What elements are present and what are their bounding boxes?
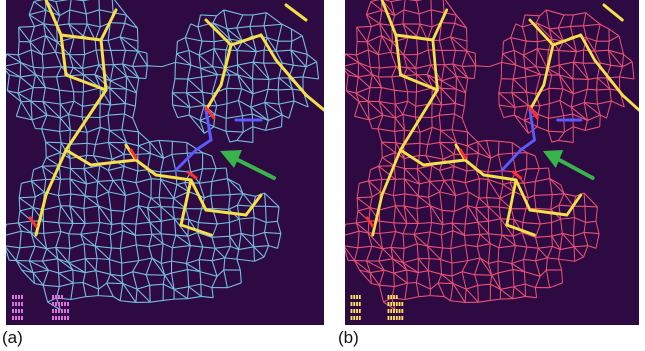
highlighted-residue: [500, 108, 583, 172]
electron-density-render-b: [345, 0, 639, 325]
panel-a-label: (a): [2, 328, 23, 347]
oxygen-atoms: [365, 106, 539, 228]
atomic-model: [34, 0, 324, 237]
atomic-model: [371, 0, 639, 237]
density-mesh: [6, 0, 320, 311]
highlighted-residue: [174, 108, 263, 172]
viewer-hud-overlay: [350, 295, 404, 320]
electron-density-render-a: [6, 0, 324, 325]
density-mesh: [345, 0, 635, 311]
green-arrow-icon: [220, 150, 276, 180]
viewer-hud-overlay: [12, 295, 69, 320]
green-arrow-icon: [542, 150, 595, 180]
panel-b-label: (b): [338, 328, 359, 347]
oxygen-atoms: [28, 106, 216, 228]
panel-a-density-map: [6, 0, 324, 325]
panel-b-density-map: [345, 0, 639, 325]
